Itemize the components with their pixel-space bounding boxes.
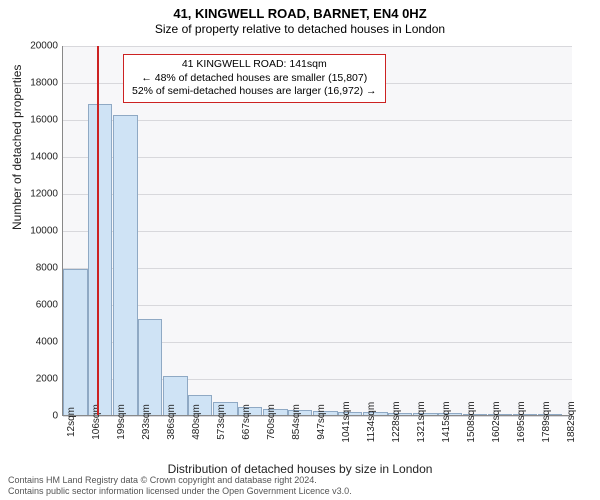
callout-line: 52% of semi-detached houses are larger (… bbox=[132, 85, 377, 99]
footer-line-1: Contains HM Land Registry data © Crown c… bbox=[8, 475, 352, 486]
x-axis-label: Distribution of detached houses by size … bbox=[0, 462, 600, 476]
y-tick-label: 4000 bbox=[8, 337, 58, 348]
footer: Contains HM Land Registry data © Crown c… bbox=[8, 475, 352, 497]
histogram-bar bbox=[88, 104, 112, 415]
title-block: 41, KINGWELL ROAD, BARNET, EN4 0HZ Size … bbox=[0, 0, 600, 36]
plot-area: 0200040006000800010000120001400016000180… bbox=[62, 46, 572, 416]
y-tick-label: 20000 bbox=[8, 41, 58, 52]
x-tick-label: 293sqm bbox=[141, 404, 152, 440]
x-tick-label: 1508sqm bbox=[466, 401, 477, 442]
gridline bbox=[63, 194, 572, 195]
gridline bbox=[63, 305, 572, 306]
gridline bbox=[63, 46, 572, 47]
y-tick-label: 18000 bbox=[8, 78, 58, 89]
callout-box: 41 KINGWELL ROAD: 141sqm← 48% of detache… bbox=[123, 54, 386, 103]
y-tick-label: 2000 bbox=[8, 374, 58, 385]
x-tick-label: 1228sqm bbox=[391, 401, 402, 442]
x-tick-label: 1789sqm bbox=[541, 401, 552, 442]
callout-line: 41 KINGWELL ROAD: 141sqm bbox=[132, 58, 377, 72]
x-tick-label: 480sqm bbox=[191, 404, 202, 440]
y-tick-label: 6000 bbox=[8, 300, 58, 311]
gridline bbox=[63, 157, 572, 158]
x-tick-label: 199sqm bbox=[116, 404, 127, 440]
marker-line bbox=[97, 46, 99, 415]
y-tick-label: 14000 bbox=[8, 152, 58, 163]
x-tick-label: 1695sqm bbox=[516, 401, 527, 442]
page-subtitle: Size of property relative to detached ho… bbox=[0, 22, 600, 36]
x-tick-label: 1321sqm bbox=[416, 401, 427, 442]
footer-line-2: Contains public sector information licen… bbox=[8, 486, 352, 497]
x-tick-label: 947sqm bbox=[316, 404, 327, 440]
gridline bbox=[63, 268, 572, 269]
x-tick-label: 667sqm bbox=[241, 404, 252, 440]
y-tick-label: 0 bbox=[8, 411, 58, 422]
y-tick-label: 10000 bbox=[8, 226, 58, 237]
histogram-bar bbox=[138, 319, 162, 415]
y-tick-label: 16000 bbox=[8, 115, 58, 126]
y-tick-label: 8000 bbox=[8, 263, 58, 274]
histogram-bar bbox=[113, 115, 138, 415]
x-tick-label: 1041sqm bbox=[341, 401, 352, 442]
x-tick-label: 386sqm bbox=[166, 404, 177, 440]
chart-area: 0200040006000800010000120001400016000180… bbox=[62, 46, 572, 416]
gridline bbox=[63, 231, 572, 232]
x-tick-label: 1134sqm bbox=[366, 402, 377, 442]
x-tick-label: 1882sqm bbox=[566, 401, 577, 442]
x-tick-label: 573sqm bbox=[216, 404, 227, 440]
x-tick-label: 1602sqm bbox=[491, 401, 502, 442]
x-tick-label: 854sqm bbox=[291, 404, 302, 440]
y-tick-label: 12000 bbox=[8, 189, 58, 200]
x-tick-label: 12sqm bbox=[66, 407, 77, 437]
x-tick-label: 760sqm bbox=[266, 404, 277, 440]
callout-line: ← 48% of detached houses are smaller (15… bbox=[132, 72, 377, 86]
histogram-bar bbox=[63, 269, 88, 415]
gridline bbox=[63, 120, 572, 121]
y-axis-label: Number of detached properties bbox=[10, 65, 24, 230]
page-title: 41, KINGWELL ROAD, BARNET, EN4 0HZ bbox=[0, 6, 600, 21]
x-tick-label: 1415sqm bbox=[441, 401, 452, 442]
